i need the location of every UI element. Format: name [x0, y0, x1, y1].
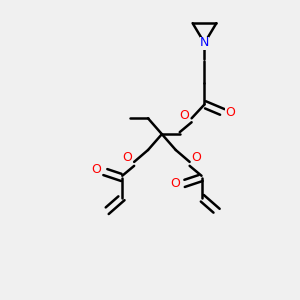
Text: O: O	[192, 152, 202, 164]
Text: O: O	[170, 177, 180, 190]
Text: O: O	[180, 109, 190, 122]
Text: O: O	[122, 152, 132, 164]
Text: N: N	[200, 37, 209, 50]
Text: O: O	[225, 106, 235, 119]
Text: O: O	[92, 163, 101, 176]
